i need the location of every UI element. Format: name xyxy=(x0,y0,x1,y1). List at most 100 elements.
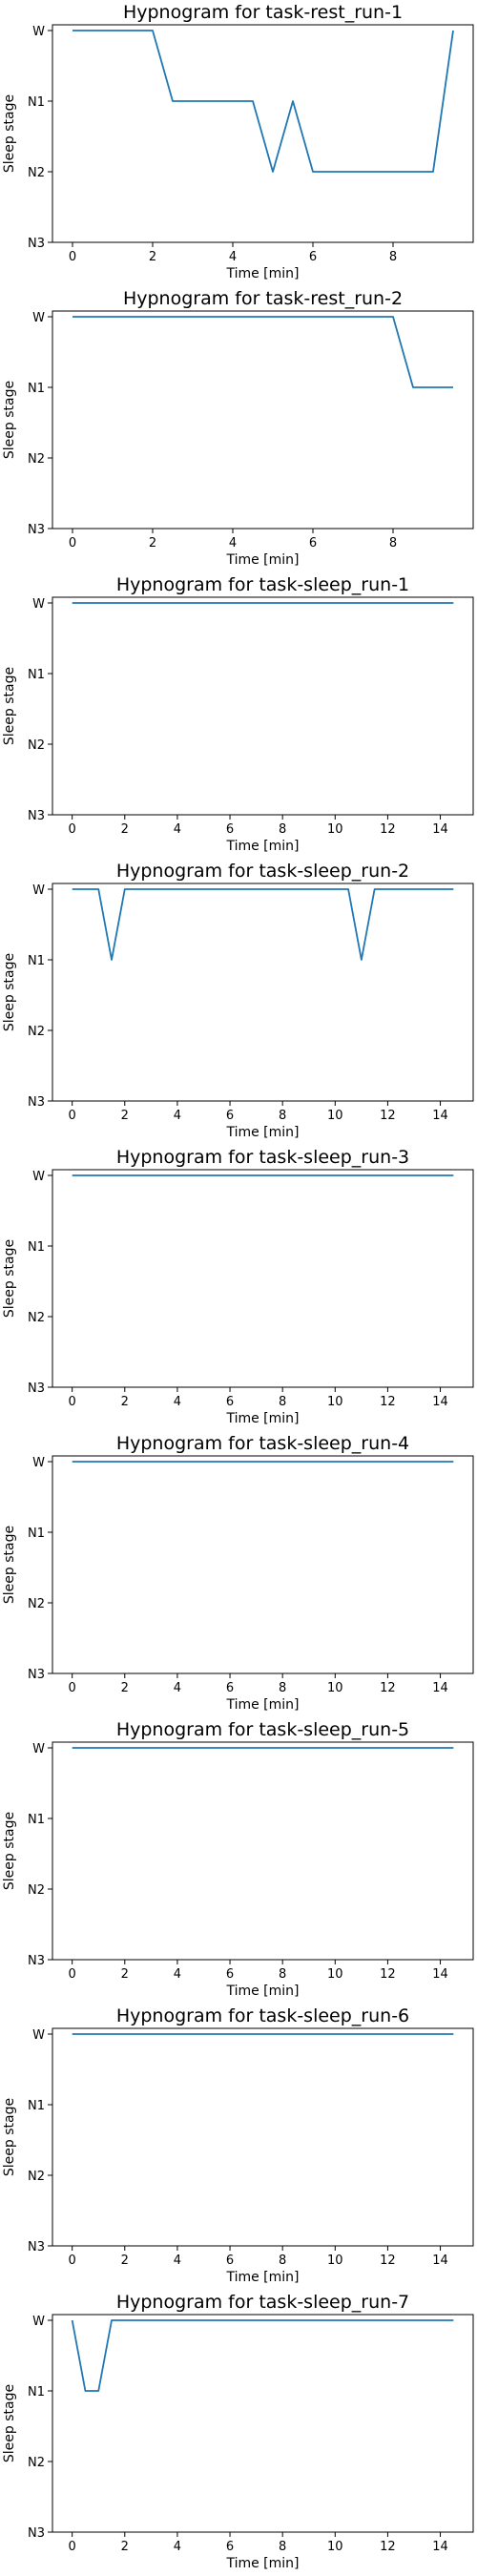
x-tick-label: 4 xyxy=(174,1109,181,1123)
x-tick-label: 8 xyxy=(279,1109,286,1123)
x-tick-label: 0 xyxy=(69,536,76,551)
chart-title: Hypnogram for task-sleep_run-7 xyxy=(116,2292,409,2313)
y-axis-label: Sleep stage xyxy=(2,1812,17,1890)
x-tick-label: 2 xyxy=(121,1967,129,1982)
plot-frame xyxy=(52,24,474,243)
y-tick-label: W xyxy=(32,1456,45,1470)
x-tick-label: 2 xyxy=(121,2254,129,2268)
x-tick-label: 6 xyxy=(226,1681,234,1695)
x-tick-label: 2 xyxy=(121,1681,129,1695)
chart-panel-4: Hypnogram for task-sleep_run-2 W N1 N2 N3 0 2 4… xyxy=(2,861,474,1140)
y-tick-label: N3 xyxy=(28,1381,45,1396)
y-tick-label: N1 xyxy=(28,1240,45,1255)
chart-title: Hypnogram for task-sleep_run-4 xyxy=(116,1433,409,1454)
x-tick-label: 4 xyxy=(174,2254,181,2268)
y-tick-label: N1 xyxy=(28,1527,45,1541)
y-axis-label: Sleep stage xyxy=(2,1239,17,1318)
x-tick-label: 0 xyxy=(69,1395,76,1409)
chart-panel-6: Hypnogram for task-sleep_run-4 W N1 N2 N3 0 2 4… xyxy=(2,1433,474,1713)
chart-panel-5: Hypnogram for task-sleep_run-3 W N1 N2 N3 0 2 4… xyxy=(2,1147,474,1426)
plot-frame xyxy=(52,1169,474,1388)
y-tick-label: N1 xyxy=(28,954,45,968)
y-tick-label: N2 xyxy=(28,2170,45,2184)
x-axis-label: Time [min] xyxy=(225,839,299,854)
y-axis-label: Sleep stage xyxy=(2,2384,17,2462)
chart-title: Hypnogram for task-sleep_run-6 xyxy=(116,2005,409,2026)
series-line-1 xyxy=(72,888,454,961)
y-tick-label: N2 xyxy=(28,2456,45,2470)
x-tick-label: 12 xyxy=(380,1967,396,1982)
y-tick-label: N3 xyxy=(28,1954,45,1968)
x-tick-label: 6 xyxy=(226,1395,234,1409)
y-tick-label: N1 xyxy=(28,382,45,396)
x-tick-label: 4 xyxy=(229,250,237,264)
series-line-1 xyxy=(71,2319,454,2392)
y-axis-label: Sleep stage xyxy=(2,953,17,1031)
y-tick-label: W xyxy=(32,311,45,325)
x-axis-label: Time [min] xyxy=(225,1125,299,1140)
x-tick-label: 12 xyxy=(380,1395,396,1409)
y-tick-label: N3 xyxy=(28,523,45,537)
x-tick-label: 8 xyxy=(389,250,397,264)
x-tick-label: 8 xyxy=(279,822,286,837)
chart-title: Hypnogram for task-rest_run-2 xyxy=(123,288,403,309)
x-tick-label: 14 xyxy=(432,1109,448,1123)
chart-panel-7: Hypnogram for task-sleep_run-5 W N1 N2 N3 0 2 4… xyxy=(2,1719,474,1999)
y-tick-label: N1 xyxy=(28,1813,45,1827)
x-axis-label: Time [min] xyxy=(225,1411,299,1426)
x-tick-label: 6 xyxy=(226,2540,234,2554)
y-tick-label: N2 xyxy=(28,1311,45,1325)
y-axis-label: Sleep stage xyxy=(2,667,17,745)
plot-frame xyxy=(52,1455,474,1674)
x-tick-label: 2 xyxy=(149,536,156,551)
chart-panel-2: Hypnogram for task-rest_run-2 W N1 N2 N3 0 2 4 6… xyxy=(2,288,474,568)
y-tick-label: N2 xyxy=(28,1025,45,1039)
x-tick-label: 8 xyxy=(279,2254,286,2268)
y-tick-label: W xyxy=(32,1170,45,1184)
x-tick-label: 14 xyxy=(432,2254,448,2268)
x-tick-label: 14 xyxy=(432,822,448,837)
x-tick-label: 4 xyxy=(174,2540,181,2554)
chart-panel-1: Hypnogram for task-rest_run-1 W N1 N2 N3 0 2 4 6… xyxy=(2,2,474,281)
y-tick-label: N1 xyxy=(28,2385,45,2399)
x-tick-label: 10 xyxy=(327,822,343,837)
x-tick-label: 6 xyxy=(226,1109,234,1123)
x-tick-label: 12 xyxy=(380,2254,396,2268)
y-tick-label: W xyxy=(32,1742,45,1756)
x-tick-label: 8 xyxy=(279,2540,286,2554)
x-tick-label: 0 xyxy=(69,2540,76,2554)
plot-frame xyxy=(52,1741,474,1961)
y-tick-label: N2 xyxy=(28,738,45,753)
x-tick-label: 10 xyxy=(327,2254,343,2268)
x-tick-label: 14 xyxy=(432,1681,448,1695)
chart-title: Hypnogram for task-sleep_run-1 xyxy=(116,574,409,595)
chart-panel-8: Hypnogram for task-sleep_run-6 W N1 N2 N3 0 2 4… xyxy=(2,2005,474,2285)
x-tick-label: 4 xyxy=(174,822,181,837)
x-tick-label: 10 xyxy=(327,1967,343,1982)
x-tick-label: 12 xyxy=(380,1109,396,1123)
x-tick-label: 0 xyxy=(69,1681,76,1695)
x-tick-label: 0 xyxy=(69,2254,76,2268)
x-tick-label: 6 xyxy=(226,2254,234,2268)
y-tick-label: W xyxy=(32,2028,45,2043)
y-tick-label: N3 xyxy=(28,2526,45,2541)
x-tick-label: 8 xyxy=(389,536,397,551)
plot-frame xyxy=(52,2314,474,2533)
chart-title: Hypnogram for task-sleep_run-3 xyxy=(116,1147,409,1168)
x-axis-label: Time [min] xyxy=(225,2270,299,2285)
x-tick-label: 4 xyxy=(174,1681,181,1695)
x-tick-label: 12 xyxy=(380,1681,396,1695)
y-axis-label: Sleep stage xyxy=(2,94,17,173)
y-tick-label: N3 xyxy=(28,237,45,251)
y-tick-label: W xyxy=(32,2315,45,2329)
y-tick-label: N2 xyxy=(28,166,45,180)
y-tick-label: N1 xyxy=(28,95,45,110)
chart-title: Hypnogram for task-sleep_run-2 xyxy=(116,861,409,882)
x-tick-label: 10 xyxy=(327,2540,343,2554)
series-line-1 xyxy=(73,316,453,388)
x-tick-label: 2 xyxy=(121,822,129,837)
x-tick-label: 6 xyxy=(226,1967,234,1982)
x-tick-label: 12 xyxy=(380,822,396,837)
y-tick-label: N3 xyxy=(28,1095,45,1110)
plot-frame xyxy=(52,596,474,816)
